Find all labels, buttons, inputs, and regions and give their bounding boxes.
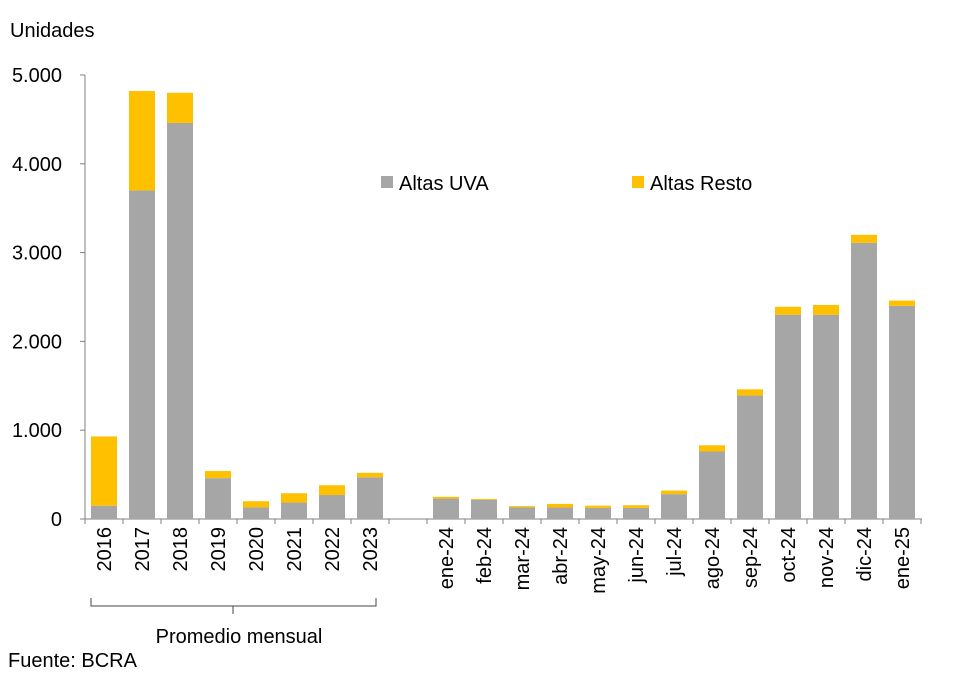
bar-altas-uva — [433, 498, 459, 519]
x-tick-label: 2022 — [322, 527, 344, 572]
x-tick-labels: 2016 2017 2018 2019 2020 2021 2022 2023 ene-24 fe… — [94, 527, 914, 594]
bar-altas-uva — [813, 314, 839, 519]
y-tick-label: 2.000 — [12, 331, 62, 353]
y-tick-labels: 0 1.000 2.000 3.000 4.000 5.000 — [12, 65, 62, 531]
bar-altas-resto — [851, 234, 877, 243]
bar-altas-resto — [205, 471, 231, 479]
y-tick-label: 3.000 — [12, 243, 62, 265]
bar-altas-resto — [699, 445, 725, 452]
bar-altas-resto — [129, 90, 155, 191]
x-tick-label: 2016 — [94, 527, 116, 572]
legend: Altas UVA Altas Resto — [381, 173, 752, 195]
bar-altas-resto — [319, 485, 345, 496]
bar-altas-uva — [699, 451, 725, 519]
x-tick-label: feb-24 — [474, 527, 496, 584]
bar-altas-uva — [129, 190, 155, 519]
x-tick-label: 2018 — [170, 527, 192, 572]
bar-altas-resto — [661, 490, 687, 495]
bar-altas-resto — [471, 499, 497, 500]
x-tick-label: 2023 — [360, 527, 382, 572]
y-axis-label: Unidades — [10, 20, 95, 42]
bar-altas-resto — [623, 505, 649, 508]
legend-label-altas-resto: Altas Resto — [650, 173, 752, 195]
bar-altas-uva — [737, 395, 763, 519]
x-tick-label: 2019 — [208, 527, 230, 572]
x-tick-label: ene-25 — [892, 527, 914, 589]
x-tick-label: abr-24 — [550, 527, 572, 585]
bar-altas-uva — [547, 507, 573, 519]
x-tick-label: jul-24 — [664, 527, 686, 577]
bar-altas-resto — [357, 472, 383, 478]
bar-altas-uva — [319, 495, 345, 519]
x-tick-label: oct-24 — [778, 527, 800, 583]
x-tick-label: dic-24 — [854, 527, 876, 581]
bar-altas-resto — [813, 304, 839, 315]
bar-altas-uva — [471, 499, 497, 519]
legend-swatch-altas-uva — [381, 176, 393, 188]
bar-altas-resto — [433, 496, 459, 499]
bar-altas-uva — [243, 507, 269, 519]
bar-altas-resto — [281, 493, 307, 503]
bar-altas-resto — [91, 436, 117, 506]
bar-altas-resto — [775, 306, 801, 315]
bar-altas-resto — [509, 506, 535, 508]
x-tick-label: jun-24 — [626, 527, 648, 584]
bar-altas-resto — [167, 92, 193, 123]
bar-altas-resto — [547, 503, 573, 508]
source-note: Fuente: BCRA — [8, 650, 138, 672]
x-tick-label: 2021 — [284, 527, 306, 572]
bar-altas-uva — [851, 242, 877, 519]
group-bracket — [90, 598, 377, 614]
y-tick-label: 4.000 — [12, 154, 62, 176]
legend-label-altas-uva: Altas UVA — [399, 173, 489, 195]
bar-altas-uva — [585, 507, 611, 519]
y-tick-label: 1.000 — [12, 420, 62, 442]
bar-altas-uva — [623, 507, 649, 519]
bars — [91, 90, 915, 520]
bar-altas-resto — [243, 501, 269, 508]
x-tick-label: may-24 — [588, 527, 610, 594]
x-tick-label: sep-24 — [740, 527, 762, 588]
x-tick-label: ago-24 — [702, 527, 724, 589]
bar-altas-resto — [889, 300, 915, 306]
x-tick-label: 2020 — [246, 527, 268, 572]
bar-altas-uva — [357, 477, 383, 519]
bar-altas-resto — [737, 389, 763, 396]
bar-altas-uva — [775, 314, 801, 519]
x-tick-label: ene-24 — [436, 527, 458, 589]
y-tick-label: 0 — [51, 509, 62, 531]
bar-altas-uva — [205, 478, 231, 519]
y-tick-label: 5.000 — [12, 65, 62, 87]
x-tick-label: mar-24 — [512, 527, 534, 590]
bar-altas-uva — [281, 502, 307, 519]
x-tick-label: nov-24 — [816, 527, 838, 588]
bar-altas-uva — [91, 505, 117, 519]
legend-swatch-altas-resto — [632, 176, 644, 188]
x-tick-label: 2017 — [132, 527, 154, 572]
bar-altas-uva — [167, 122, 193, 520]
group-label-promedio-mensual: Promedio mensual — [156, 626, 323, 648]
bar-altas-uva — [661, 494, 687, 519]
bar-altas-uva — [509, 507, 535, 519]
bar-altas-uva — [889, 305, 915, 519]
bar-altas-resto — [585, 505, 611, 508]
